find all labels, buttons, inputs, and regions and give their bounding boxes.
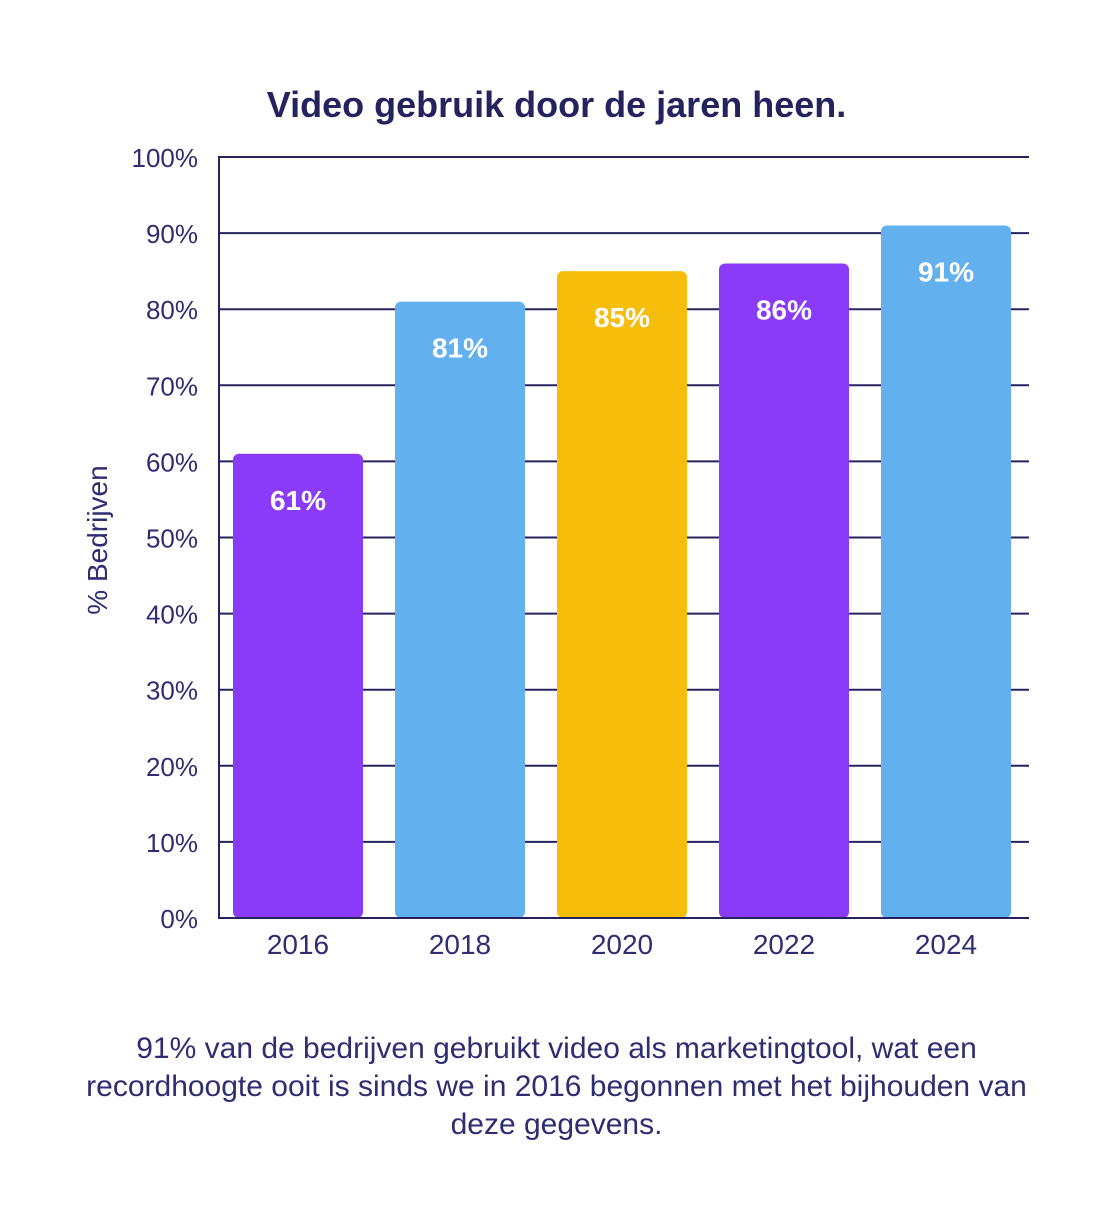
x-tick-label: 2022 [753, 929, 815, 960]
x-tick-label: 2020 [591, 929, 653, 960]
bar-value-label: 91% [918, 256, 974, 287]
bar [233, 453, 363, 918]
y-tick-label: 90% [146, 219, 198, 249]
bar [557, 271, 687, 918]
y-tick-label: 80% [146, 295, 198, 325]
bar-value-label: 81% [432, 333, 488, 364]
y-tick-label: 60% [146, 447, 198, 477]
y-tick-label: 50% [146, 524, 198, 554]
y-tick-label: 20% [146, 752, 198, 782]
x-tick-label: 2018 [429, 929, 491, 960]
x-tick-label: 2024 [915, 929, 977, 960]
bar-value-label: 61% [270, 485, 326, 516]
chart-title: Video gebruik door de jaren heen. [266, 84, 847, 125]
y-tick-label: 10% [146, 828, 198, 858]
y-tick-label: 40% [146, 600, 198, 630]
y-tick-label: 100% [132, 143, 199, 173]
bar-value-label: 85% [594, 302, 650, 333]
y-tick-label: 0% [160, 904, 198, 934]
bar-chart: 0% 10% 20% 30% 40% 50% 60% 70% 80% 90% 100% 61% 2016… [132, 143, 1029, 960]
y-tick-label: 30% [146, 676, 198, 706]
x-tick-label: 2016 [267, 929, 329, 960]
bar [719, 263, 849, 918]
bar [881, 225, 1011, 919]
bar-value-label: 86% [756, 295, 812, 326]
y-tick-label: 70% [146, 371, 198, 401]
bar [395, 301, 525, 919]
footnote-text: 91% van de bedrijven gebruikt video als … [86, 1032, 1027, 1141]
